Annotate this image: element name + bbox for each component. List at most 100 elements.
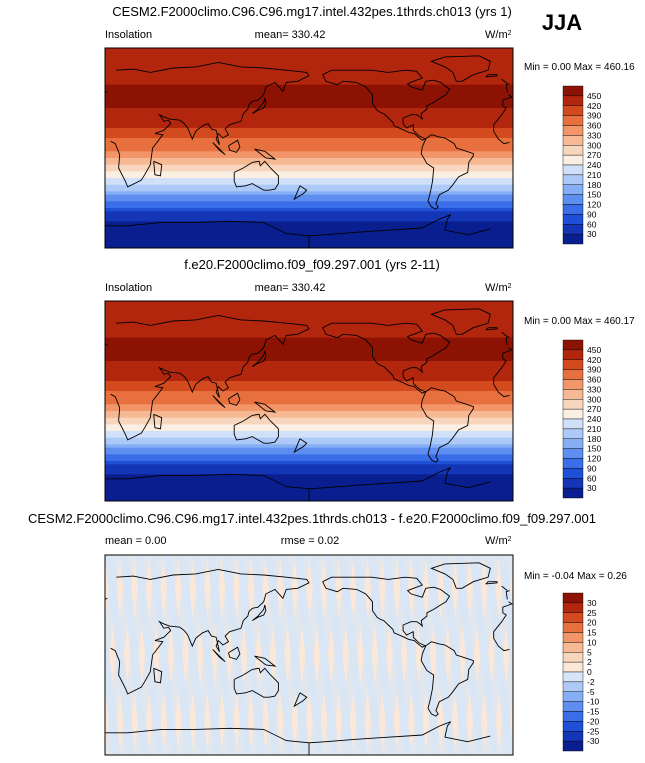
panel-1-map-coastline-8 [254,148,277,160]
panel-1-map-band [105,88,513,92]
panel-1-map-band [105,74,513,79]
panel-1-colorbar-box [562,164,584,176]
panel-3-rmse-label: rmse = 0.02 [281,535,339,547]
panel-2-map-band [105,337,513,342]
panel-2-colorbar-tick-label: 270 [587,404,601,414]
panel-3-map-swath [498,555,513,688]
panel-3-map-swath [61,555,91,755]
panel-2-map-band [105,331,513,335]
panel-2-map-band [105,324,513,329]
panel-2-map-band [105,317,513,322]
panel-1-colorbar-box [562,95,584,106]
panel-1-map-band [105,231,513,236]
panel-1-map-band [105,154,513,159]
panel-1-colorbar-box [562,214,584,225]
panel-3-map-swath [513,555,543,755]
panel-2-map-band [105,447,513,452]
panel-1-map-band [105,218,513,222]
panel-2-map-band [105,351,513,355]
panel-3-colorbar-tick-label: -25 [587,726,600,736]
panel-1-map-band [105,48,513,52]
panel-1-map-band [105,208,513,212]
panel-1-mean-label: mean= 330.42 [255,29,326,41]
panel-2-map-coastline-5 [252,350,267,367]
panel-3-colorbar-box [562,701,584,712]
panel-2-colorbar-box [562,399,584,410]
panel-1-colorbar-box [562,233,584,245]
panel-2: f.e20.F2000climo.f09_f09.297.001 (yrs 2-… [104,257,635,502]
panel-1-colorbar-box [562,125,584,136]
panel-3-units: W/m2 [485,535,512,547]
panel-2-colorbar-box [562,478,584,489]
panel-1-colorbar-tick-label: 330 [587,130,601,140]
panel-2-map-band [105,417,513,422]
panel-1-colorbar-box [562,204,584,215]
panel-1-map-band [105,138,513,142]
panel-1-colorbar-tick-label: 150 [587,190,601,200]
panel-2-map-band [105,311,513,315]
panel-2-map [104,300,514,502]
panel-1-map-band [105,124,513,129]
panel-2-colorbar-box [562,458,584,469]
panel-1-map-band [105,204,513,209]
panel-3-mean-label: mean = 0.00 [105,535,166,547]
panel-2-colorbar-tick-label: 390 [587,365,601,375]
panel-2-map-band [105,454,513,459]
panel-1-colorbar-box [562,135,584,146]
panel-3-colorbar-tick-label: 20 [587,618,597,628]
panel-1-map-band [105,164,513,169]
panel-2-map-band [105,347,513,352]
panel-2-colorbar-box [562,359,584,370]
panel-2-colorbar-box [562,369,584,380]
panel-3-colorbar-box [562,652,584,663]
panel-2-map-band [105,401,513,405]
panel-2-map-band [105,307,513,312]
panel-1-map-band [105,121,513,126]
panel-2-map-band [105,464,513,469]
panel-3-map-coastline-8 [254,655,277,667]
panel-2-map-band [105,407,513,412]
panel-2-map-band [105,327,513,332]
panel-1-map-band [105,111,513,116]
panel-3-map-swath [105,555,106,563]
panel-2-map-band [105,364,513,369]
panel-1-map-band [105,98,513,102]
panel-1-colorbar-tick-label: 90 [587,209,597,219]
panel-1-map-band [105,184,513,189]
panel-2-colorbar-box [562,349,584,360]
panel-2-map-band [105,427,513,432]
panel-1-colorbar-box [562,194,584,205]
panel-2-map-band [105,414,513,419]
panel-2-colorbar-tick-label: 210 [587,424,601,434]
panel-1: CESM2.F2000climo.C96.C96.mg17.intel.432p… [104,4,635,249]
panel-2-map-band [105,374,513,379]
panel-2-colorbar-box [562,428,584,439]
panel-2-colorbar-tick-label: 60 [587,473,597,483]
panel-1-map-band [105,51,513,56]
panel-3-map-coastline-3 [430,562,491,589]
panel-3-colorbar-tick-label: 15 [587,628,597,638]
panel-3-title: CESM2.F2000climo.C96.C96.mg17.intel.432p… [28,511,596,526]
panel-1-map-band [105,131,513,136]
panel-2-map-coastline-8 [254,401,277,413]
panel-1-map-band [105,178,513,182]
panel-3-map [47,554,558,756]
panel-3-map-swath [528,555,558,755]
panel-2-variable-label: Insolation [105,282,152,294]
panel-3-colorbar-tick-label: 5 [587,647,592,657]
panel-2-map-band [105,384,513,389]
panel-3-map-swath [61,555,91,755]
panel-1-map-band [105,158,513,162]
panel-1-map-band [105,81,513,86]
panel-2-mean-label: mean= 330.42 [255,282,326,294]
panel-1-map-coastline-5 [252,97,267,114]
panel-2-units: W/m2 [485,282,512,294]
panel-1-colorbar-box [562,184,584,195]
panel-2-map-band [105,301,513,305]
panel-2-map-band [105,461,513,465]
panel-1-map-band [105,104,513,109]
panel-1-map-band [105,64,513,69]
panel-1-units: W/m2 [485,29,512,41]
panel-2-map-coastline-6 [212,395,226,409]
panel-3-map-swath [47,555,77,755]
